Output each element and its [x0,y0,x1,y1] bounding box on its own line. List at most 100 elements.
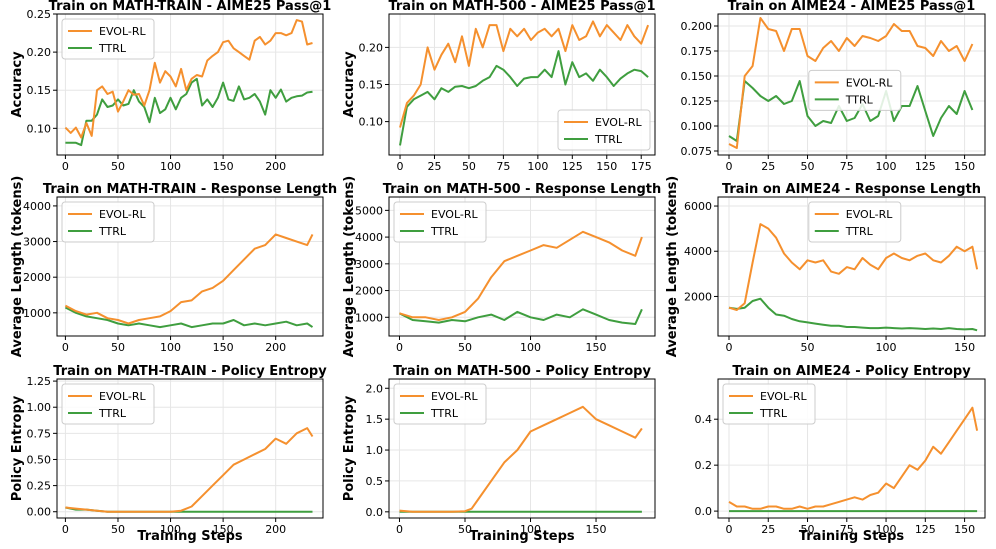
chart-title: Train on AIME24 - Policy Entropy [732,364,971,379]
x-tick-label: 25 [427,160,441,173]
chart-title: Train on MATH-500 - Response Length [383,182,662,197]
x-tick-label: 150 [586,523,607,536]
series-line-ttrl [399,50,649,146]
y-tick-label: 4000 [355,231,383,244]
x-tick-label: 175 [631,160,652,173]
legend: EVOL-RL TTRL [393,201,487,243]
series-line-ttrl [65,77,313,147]
x-tick-label: 150 [596,160,617,173]
chart-panel-4: Train on MATH-TRAIN - Response Length 0 50… [10,176,337,358]
y-tick-label: 0.0 [366,506,384,519]
chart-title: Train on MATH-TRAIN - AIME25 Pass@1 [49,0,332,14]
legend-label: TTRL [759,407,788,420]
x-tick-label: 100 [160,523,181,536]
x-tick-label: 50 [462,160,476,173]
y-tick-label: 2000 [23,271,51,284]
x-tick-label: 150 [213,523,234,536]
x-tick-label: 0 [396,341,403,354]
y-tick-label: 0.10 [27,122,52,135]
y-tick-label: 2000 [684,290,712,303]
series-line-ttrl [728,80,974,142]
series-line-evol-rl [65,427,314,513]
x-tick-label: 50 [458,523,472,536]
chart-title: Train on MATH-500 - Policy Entropy [393,364,651,379]
y-tick-label: 0.20 [27,46,52,59]
x-tick-label: 0 [725,160,732,173]
legend-label: TTRL [845,225,874,238]
legend-label: TTRL [430,407,459,420]
series-line-ttrl [399,308,643,325]
x-tick-label: 100 [527,160,548,173]
series-line-evol-rl [399,405,643,513]
x-tick-label: 50 [111,341,125,354]
x-tick-label: 50 [458,341,472,354]
x-tick-label: 200 [265,341,286,354]
series-line-ttrl [728,297,978,332]
x-tick-label: 0 [397,160,404,173]
chart-title: Train on AIME24 - AIME25 Pass@1 [728,0,976,14]
y-tick-label: 0.50 [27,453,52,466]
x-tick-label: 0 [396,523,403,536]
x-tick-label: 50 [801,523,815,536]
y-tick-label: 1000 [23,307,51,320]
series-line-ttrl [64,306,314,329]
chart-panel-6: Train on AIME24 - Response Length 0 50 100 1… [665,176,986,358]
x-tick-label: 100 [520,523,541,536]
plot-frame [56,13,324,156]
plot-frame [56,378,324,519]
x-tick-label: 75 [840,523,854,536]
plot-frame [717,196,986,337]
y-tick-label: 0.10 [359,116,384,129]
x-tick-label: 125 [562,160,583,173]
y-tick-label: 5000 [355,204,383,217]
y-tick-label: 0.2 [695,459,713,472]
legend-label: TTRL [98,225,127,238]
x-tick-label: 0 [62,341,69,354]
chart-panel-5: Train on MATH-500 - Response Length 0 50 10… [342,176,661,358]
x-tick-label: 100 [520,341,541,354]
x-tick-label: 75 [840,160,854,173]
y-tick-label: 0.0 [695,505,713,518]
y-axis-label: Average Length (tokens) [665,176,680,358]
chart-title: Train on MATH-500 - AIME25 Pass@1 [388,0,655,14]
legend-label: EVOL-RL [431,390,478,403]
series-line-evol-rl [64,19,313,139]
legend-label: EVOL-RL [431,208,478,221]
legend: EVOL-RL TTRL [61,383,155,425]
legend-label: EVOL-RL [760,390,807,403]
y-tick-label: 4000 [23,200,51,213]
x-tick-label: 25 [761,523,775,536]
plot-frame [388,13,656,156]
y-tick-label: 0.075 [681,145,713,158]
chart-panel-8: Train on MATH-500 - Policy Entropy 0 50 100… [342,364,656,544]
series-line-evol-rl [728,223,979,311]
y-tick-label: 0.150 [681,70,713,83]
y-tick-label: 1.0 [366,444,384,457]
x-tick-label: 50 [111,523,125,536]
y-tick-label: 0.125 [681,95,713,108]
y-tick-label: 3000 [23,236,51,249]
x-tick-label: 150 [213,341,234,354]
legend-label: EVOL-RL [99,208,146,221]
y-tick-label: 0.25 [27,480,52,493]
legend-label: EVOL-RL [846,208,893,221]
y-tick-label: 1.00 [27,401,52,414]
series-line-evol-rl [399,20,650,128]
x-axis-label: Training Steps [137,529,243,544]
y-axis-label: Accuracy [10,51,25,118]
plot-frame [717,13,986,156]
x-tick-label: 150 [954,160,975,173]
y-tick-label: 0.20 [359,41,384,54]
x-tick-label: 0 [725,341,732,354]
chart-title: Train on MATH-TRAIN - Policy Entropy [53,364,327,379]
legend: EVOL-RL TTRL [808,201,902,243]
legend: EVOL-RL TTRL [393,383,487,425]
legend-label: TTRL [845,93,874,106]
legend-label: EVOL-RL [846,76,893,89]
y-tick-label: 6000 [684,200,712,213]
x-tick-label: 50 [801,160,815,173]
x-tick-label: 50 [801,341,815,354]
y-axis-label: Average Length (tokens) [342,176,357,358]
series-line-evol-rl [399,230,643,321]
y-tick-label: 0.75 [27,427,52,440]
